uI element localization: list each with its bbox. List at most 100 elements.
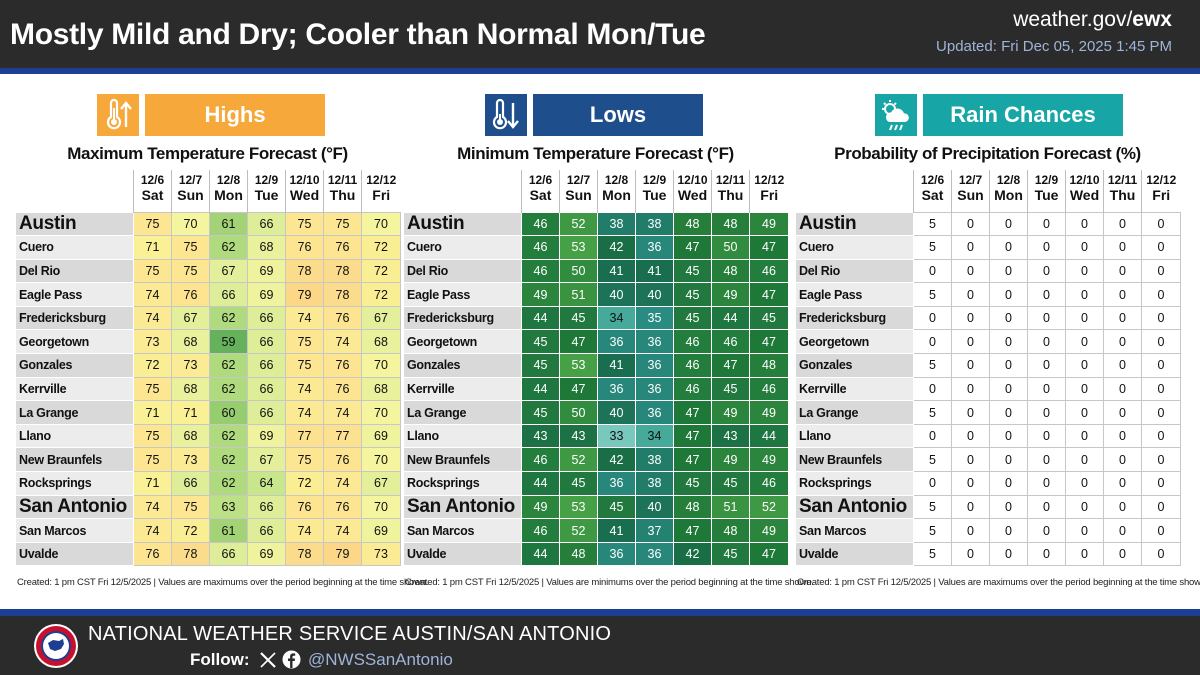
lows-value-cell: 47 bbox=[673, 235, 712, 260]
city-name: Kerrville bbox=[403, 376, 522, 402]
table-row: Gonzales 72 73 62 66 75 76 70 bbox=[15, 353, 401, 378]
highs-value-cell: 75 bbox=[133, 423, 172, 449]
lows-value-cell: 34 bbox=[597, 305, 636, 331]
highs-value-cell: 75 bbox=[323, 211, 362, 237]
rain-day-date: 12/11 bbox=[1107, 173, 1138, 187]
rain-value-cell: 5 bbox=[913, 541, 952, 567]
city-name: Uvalde bbox=[403, 541, 522, 567]
highs-value-cell: 66 bbox=[247, 353, 286, 378]
social-handle[interactable]: @NWSSanAntonio bbox=[308, 650, 453, 669]
rain-value-cell: 0 bbox=[989, 353, 1028, 378]
lows-value-cell: 42 bbox=[597, 235, 636, 260]
city-name: Austin bbox=[403, 211, 522, 237]
rain-value-cell: 0 bbox=[1103, 353, 1142, 378]
rain-value-cell: 0 bbox=[989, 541, 1028, 567]
rain-value-cell: 0 bbox=[1065, 494, 1104, 520]
lows-day-name: Thu bbox=[717, 187, 744, 203]
rain-value-cell: 0 bbox=[1141, 329, 1181, 355]
highs-header-row: 12/6 Sat 12/7 Sun 12/8 Mon 12/9 Tue 12/10 Wed 12/1… bbox=[16, 170, 401, 212]
facebook-icon[interactable] bbox=[282, 650, 301, 669]
rain-value-cell: 0 bbox=[1065, 518, 1104, 543]
highs-value-cell: 74 bbox=[323, 329, 362, 355]
city-name: Georgetown bbox=[15, 329, 134, 355]
highs-table: 12/6 Sat 12/7 Sun 12/8 Mon 12/9 Tue 12/10 Wed 12/1… bbox=[15, 170, 401, 567]
lows-value-cell: 36 bbox=[635, 353, 674, 378]
lows-value-cell: 46 bbox=[521, 518, 560, 543]
rain-value-cell: 0 bbox=[913, 471, 952, 496]
highs-value-cell: 72 bbox=[361, 282, 401, 307]
rain-cloud-icon bbox=[875, 94, 917, 136]
rain-value-cell: 0 bbox=[1141, 353, 1181, 378]
site-link[interactable]: weather.gov/ewx bbox=[1013, 8, 1172, 32]
lows-value-cell: 48 bbox=[749, 353, 789, 378]
highs-value-cell: 70 bbox=[361, 447, 401, 473]
table-row: Fredericksburg 44 45 34 35 45 44 45 bbox=[403, 305, 789, 331]
rain-value-cell: 0 bbox=[951, 258, 990, 284]
lows-day-name: Sat bbox=[529, 187, 552, 203]
rain-value-cell: 0 bbox=[989, 471, 1028, 496]
lows-subtitle: Minimum Temperature Forecast (°F) bbox=[457, 144, 734, 163]
table-row: San Antonio 49 53 45 40 48 51 52 bbox=[403, 494, 789, 520]
highs-day-header: 12/12 Fri bbox=[361, 170, 401, 212]
table-row: Del Rio 0 0 0 0 0 0 0 bbox=[795, 258, 1181, 284]
highs-value-cell: 76 bbox=[323, 447, 362, 473]
city-name: San Antonio bbox=[403, 494, 522, 520]
highs-value-cell: 66 bbox=[209, 541, 248, 567]
rain-value-cell: 0 bbox=[1065, 471, 1104, 496]
rain-value-cell: 0 bbox=[1065, 211, 1104, 237]
highs-value-cell: 66 bbox=[171, 471, 210, 496]
highs-value-cell: 60 bbox=[209, 400, 248, 425]
site-suffix: ewx bbox=[1132, 8, 1172, 31]
highs-value-cell: 75 bbox=[133, 447, 172, 473]
highs-value-cell: 62 bbox=[209, 305, 248, 331]
x-twitter-icon[interactable] bbox=[258, 650, 278, 670]
lows-day-header: 12/8 Mon bbox=[597, 170, 636, 212]
lows-value-cell: 45 bbox=[521, 400, 560, 425]
city-name: La Grange bbox=[403, 400, 522, 425]
lows-value-cell: 49 bbox=[749, 447, 789, 473]
city-name: Kerrville bbox=[795, 376, 914, 402]
highs-value-cell: 76 bbox=[285, 235, 324, 260]
header-stripe bbox=[0, 68, 1200, 74]
highs-value-cell: 75 bbox=[133, 258, 172, 284]
highs-value-cell: 71 bbox=[171, 400, 210, 425]
rain-value-cell: 0 bbox=[1027, 305, 1066, 331]
lows-value-cell: 46 bbox=[521, 211, 560, 237]
lows-day-date: 12/6 bbox=[528, 173, 553, 187]
rain-value-cell: 0 bbox=[1141, 376, 1181, 402]
city-name: Fredericksburg bbox=[795, 305, 914, 331]
lows-value-cell: 45 bbox=[673, 305, 712, 331]
city-name: San Antonio bbox=[795, 494, 914, 520]
lows-value-cell: 45 bbox=[521, 329, 560, 355]
site-prefix: weather.gov/ bbox=[1013, 8, 1133, 31]
lows-value-cell: 49 bbox=[749, 518, 789, 543]
rain-day-date: 12/8 bbox=[996, 173, 1021, 187]
city-name: Llano bbox=[15, 423, 134, 449]
table-row: Eagle Pass 74 76 66 69 79 78 72 bbox=[15, 282, 401, 307]
lows-value-cell: 51 bbox=[559, 282, 598, 307]
highs-value-cell: 67 bbox=[247, 447, 286, 473]
lows-value-cell: 36 bbox=[635, 376, 674, 402]
rain-value-cell: 0 bbox=[913, 258, 952, 284]
rain-value-cell: 5 bbox=[913, 447, 952, 473]
highs-value-cell: 76 bbox=[323, 353, 362, 378]
lows-value-cell: 48 bbox=[711, 211, 750, 237]
rain-day-header: 12/8 Mon bbox=[989, 170, 1028, 212]
highs-value-cell: 67 bbox=[171, 305, 210, 331]
table-row: Eagle Pass 5 0 0 0 0 0 0 bbox=[795, 282, 1181, 307]
highs-value-cell: 74 bbox=[133, 305, 172, 331]
rain-value-cell: 0 bbox=[989, 518, 1028, 543]
table-row: New Braunfels 46 52 42 38 47 49 49 bbox=[403, 447, 789, 473]
lows-value-cell: 42 bbox=[673, 541, 712, 567]
rain-value-cell: 0 bbox=[1141, 541, 1181, 567]
rain-value-cell: 0 bbox=[1141, 282, 1181, 307]
city-name: New Braunfels bbox=[15, 447, 134, 473]
highs-value-cell: 75 bbox=[171, 235, 210, 260]
rain-badge: Rain Chances bbox=[875, 94, 1125, 136]
lows-value-cell: 47 bbox=[711, 353, 750, 378]
lows-value-cell: 48 bbox=[559, 541, 598, 567]
highs-value-cell: 66 bbox=[247, 494, 286, 520]
lows-value-cell: 44 bbox=[521, 376, 560, 402]
lows-value-cell: 42 bbox=[597, 447, 636, 473]
highs-value-cell: 73 bbox=[171, 447, 210, 473]
